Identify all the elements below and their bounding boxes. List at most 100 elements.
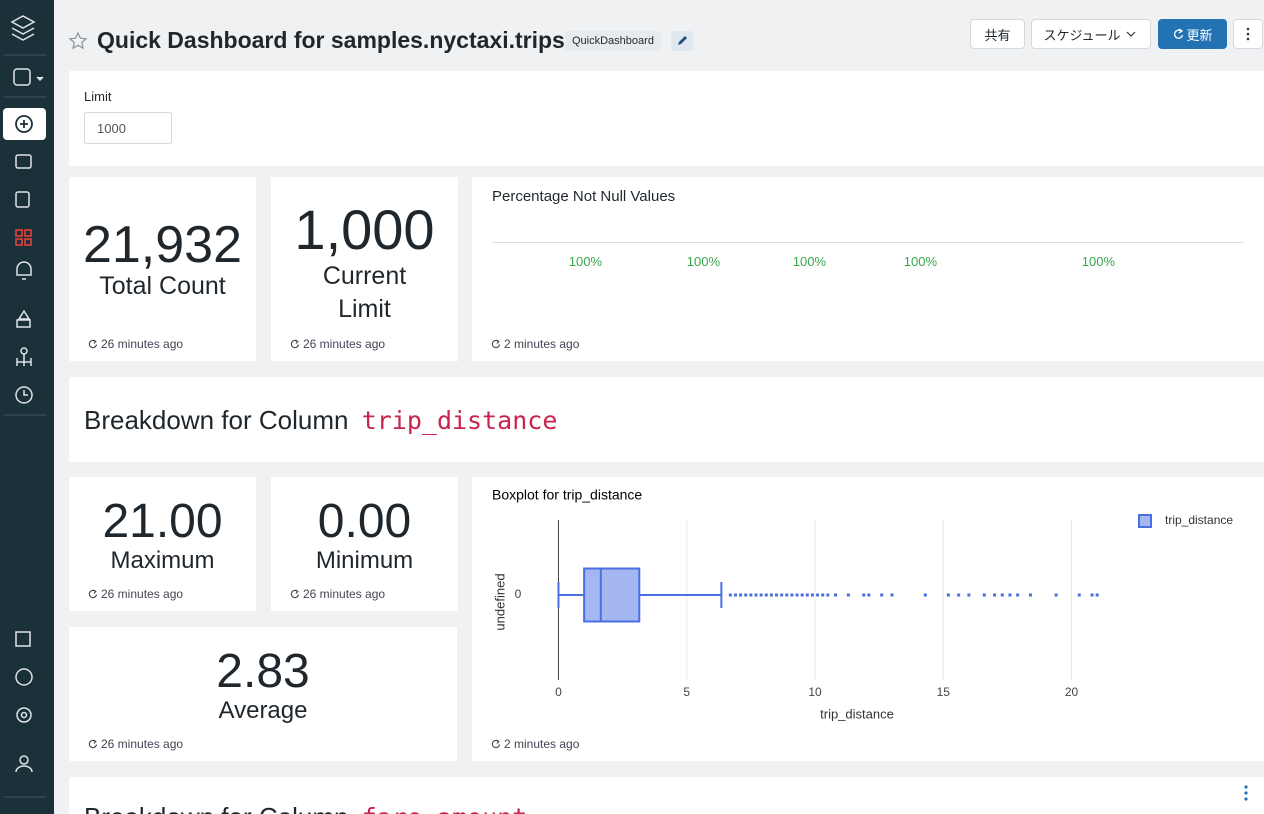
updated: 26 minutes ago <box>290 337 385 351</box>
refresh-icon <box>290 589 300 599</box>
updated: 26 minutes ago <box>88 737 183 751</box>
tag[interactable]: QuickDashboard <box>565 31 661 51</box>
outlier <box>821 593 825 597</box>
box <box>583 567 641 623</box>
counter-value: 21.00 <box>102 495 223 548</box>
outlier <box>846 593 850 597</box>
x-tick-label: 0 <box>555 685 562 699</box>
outlier <box>1016 593 1020 597</box>
outlier <box>826 593 830 597</box>
outlier <box>749 593 753 597</box>
chevron <box>1126 31 1135 37</box>
outlier <box>862 593 866 597</box>
outlier <box>785 593 789 597</box>
section-heading: Breakdown for Column fare_amount <box>84 802 527 814</box>
edit-tags-button[interactable] <box>671 31 693 51</box>
counter-label: Maximum <box>110 547 215 574</box>
section-card: Breakdown for Column fare_amount <box>69 777 1264 814</box>
outlier <box>890 593 894 597</box>
outlier <box>1028 593 1032 597</box>
legend-label: trip_distance <box>1165 513 1233 527</box>
counter-card: 1,000 Current Limit 26 minutes ago <box>271 177 458 361</box>
widget-menu[interactable] <box>1243 785 1249 801</box>
section-column: fare_amount <box>362 803 528 814</box>
x-tick-label: 5 <box>683 685 690 699</box>
updated: 2 minutes ago <box>491 737 579 751</box>
chart-title: Boxplot for trip_distance <box>492 487 642 503</box>
refresh-icon <box>290 339 300 349</box>
y-axis-title: undefined <box>492 573 507 630</box>
x-tick-label: 10 <box>808 685 822 699</box>
counter-label: Minimum <box>315 547 414 574</box>
refresh-icon <box>88 739 98 749</box>
refresh-button[interactable]: 更新 <box>1158 19 1227 49</box>
outlier <box>795 593 799 597</box>
updated-text: 26 minutes ago <box>101 587 184 601</box>
outlier <box>1077 593 1081 597</box>
outlier <box>775 593 779 597</box>
refresh-icon <box>1174 28 1184 39</box>
counter-card: 21,932 Total Count 26 minutes ago <box>69 177 256 361</box>
counter-value: 0.00 <box>317 495 412 548</box>
counter-card: 21.00 Maximum 26 minutes ago <box>69 477 256 611</box>
counter-value: 1,000 <box>294 198 435 261</box>
y-tick-label: 0 <box>515 587 522 601</box>
table-header-rule <box>492 242 1244 243</box>
table-card: Percentage Not Null Values trip_distance… <box>472 177 1264 361</box>
x-tick-label: 20 <box>1065 685 1079 699</box>
schedule-label: スケジュール <box>1043 27 1121 43</box>
limit-input[interactable]: 1000 <box>84 112 172 144</box>
updated-text: 26 minutes ago <box>303 587 386 601</box>
outlier <box>834 593 838 597</box>
table: trip_distancefare_amountpickup_zipdropof… <box>472 177 1244 361</box>
section-heading: Breakdown for Column trip_distance <box>84 405 557 436</box>
outlier <box>1054 593 1058 597</box>
outlier <box>1000 593 1004 597</box>
outlier <box>923 593 927 597</box>
refresh-icon <box>491 339 501 349</box>
updated: 26 minutes ago <box>88 587 183 601</box>
outlier <box>769 593 773 597</box>
counter-label: Current Limit <box>322 262 407 323</box>
refresh-label: 更新 <box>1186 27 1213 43</box>
cell: 100% <box>792 254 826 269</box>
legend-swatch <box>1138 514 1152 528</box>
outlier <box>957 593 961 597</box>
outlier <box>754 593 758 597</box>
updated-text: 26 minutes ago <box>101 337 184 351</box>
table-title: Percentage Not Null Values <box>492 188 676 205</box>
counter-label: Total Count <box>99 272 226 300</box>
x-tick-label: 15 <box>937 685 951 699</box>
refresh-icon <box>88 339 98 349</box>
counter-label: Average <box>218 697 308 724</box>
x-axis-title: trip_distance <box>820 706 894 721</box>
updated-text: 26 minutes ago <box>303 337 386 351</box>
more-button[interactable] <box>1233 19 1263 49</box>
outlier <box>993 593 997 597</box>
counter-card: 0.00 Minimum 26 minutes ago <box>271 477 458 611</box>
parameter-card: Limit 1000 <box>69 71 1264 166</box>
outlier <box>1008 593 1012 597</box>
outlier <box>790 593 794 597</box>
cell: 100% <box>686 254 720 269</box>
outlier <box>805 593 809 597</box>
cell: 100% <box>903 254 937 269</box>
updated-text: 26 minutes ago <box>101 737 184 751</box>
outlier <box>946 593 950 597</box>
refresh-icon <box>491 739 501 749</box>
chart: Boxplot for trip_distance 0 5 10 15 20 trip_d… <box>492 487 1233 722</box>
favorite-star[interactable] <box>68 31 88 51</box>
schedule-button[interactable]: スケジュール <box>1031 19 1151 49</box>
refresh-icon <box>88 589 98 599</box>
outlier <box>780 593 784 597</box>
outlier <box>810 593 814 597</box>
updated: 26 minutes ago <box>290 587 385 601</box>
outlier <box>816 593 820 597</box>
section-card: Breakdown for Column trip_distance <box>69 377 1264 462</box>
outlier <box>733 593 737 597</box>
counter-card: 2.83 Average 26 minutes ago <box>69 627 457 761</box>
outlier <box>759 593 763 597</box>
share-button[interactable]: 共有 <box>970 19 1025 49</box>
parameter-label: Limit <box>84 89 112 104</box>
